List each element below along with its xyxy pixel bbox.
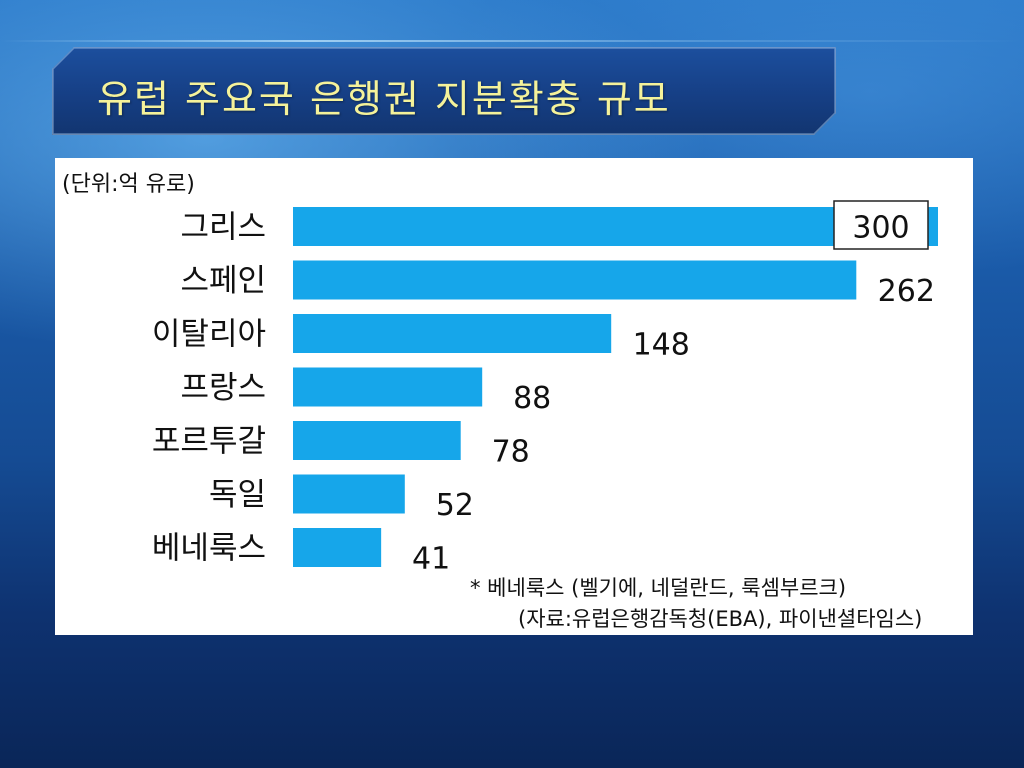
chart-footnote: * 베네룩스 (벨기에, 네덜란드, 룩셈부르크): [470, 576, 847, 600]
bar: [293, 474, 405, 514]
value-label: 78: [492, 435, 530, 470]
value-label-box: [833, 200, 929, 250]
category-label: 독일: [209, 477, 266, 513]
bar: [293, 528, 382, 567]
value-label: 262: [878, 274, 935, 309]
title-banner: [52, 47, 836, 135]
value-label: 300: [852, 211, 909, 246]
bar: [293, 421, 461, 460]
bar: [293, 260, 857, 300]
chart-source: (자료:유럽은행감독청(EBA), 파이낸셜타임스): [518, 607, 923, 631]
value-label: 88: [513, 381, 551, 416]
category-label: 스페인: [180, 263, 266, 299]
bar: [293, 207, 938, 246]
category-label: 포르투갈: [152, 424, 266, 460]
category-label: 이탈리아: [152, 317, 266, 353]
category-label: 그리스: [180, 210, 266, 246]
value-label: 41: [412, 542, 450, 577]
category-label: 프랑스: [180, 370, 266, 406]
value-label: 52: [436, 488, 474, 523]
category-label: 베네룩스: [152, 531, 266, 567]
bar: [293, 367, 483, 407]
value-label: 148: [633, 328, 690, 363]
decorative-light-line: [0, 40, 1024, 42]
slide-title: 유럽 주요국 은행권 지분확충 규모: [97, 77, 671, 121]
chart-unit-label: (단위:억 유로): [62, 172, 195, 197]
bar: [293, 314, 612, 353]
